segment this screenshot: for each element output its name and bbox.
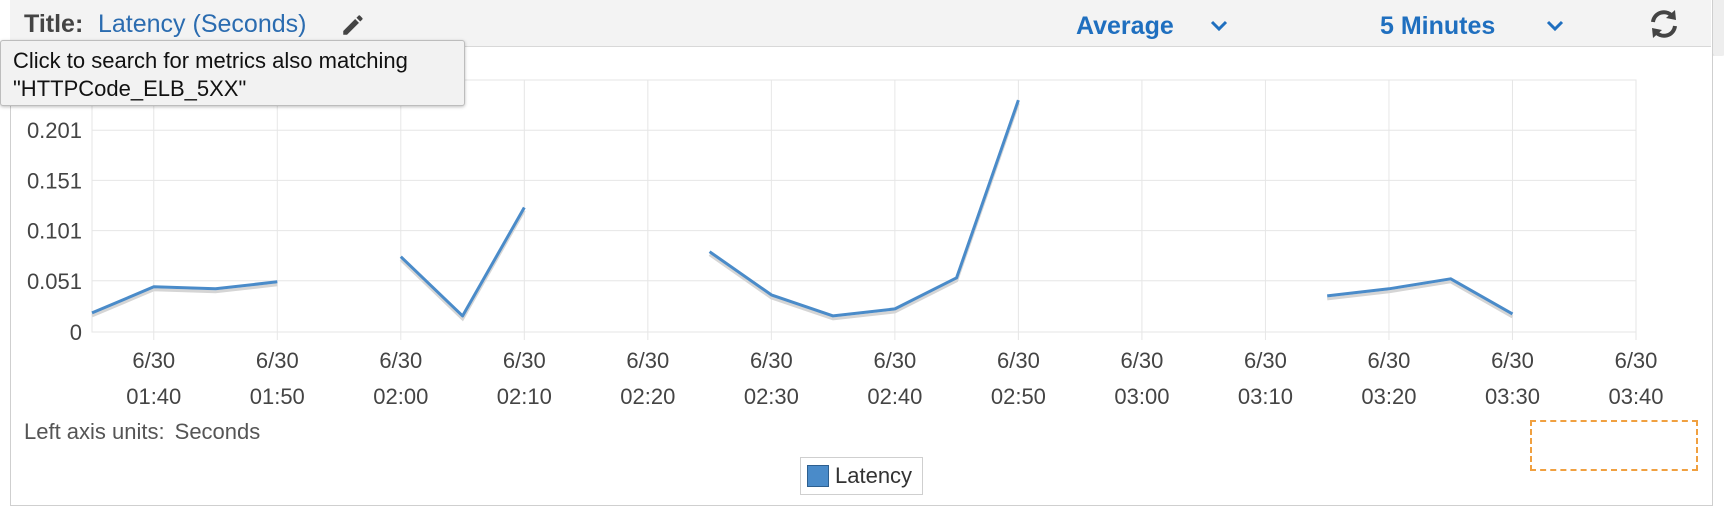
x-tick-time: 03:00	[1114, 384, 1169, 409]
tooltip-line2: "HTTPCode_ELB_5XX"	[13, 76, 247, 101]
title-value[interactable]: Latency (Seconds)	[98, 10, 307, 38]
series-line-shadow	[91, 283, 278, 318]
period-dropdown[interactable]: 5 Minutes	[1380, 12, 1564, 41]
zoom-selection-box[interactable]	[1530, 420, 1698, 471]
tooltip-line1: Click to search for metrics also matchin…	[13, 48, 408, 73]
legend-label: Latency	[835, 463, 913, 488]
series-line-latency	[399, 206, 526, 318]
chevron-down-icon	[1546, 20, 1564, 32]
x-tick-date: 6/30	[750, 348, 793, 373]
x-tick-time: 01:40	[126, 384, 181, 409]
legend-swatch	[807, 465, 829, 487]
statistic-dropdown[interactable]: Average	[1076, 12, 1228, 41]
x-tick-time: 03:20	[1361, 384, 1416, 409]
x-tick-date: 6/30	[626, 348, 669, 373]
title-label: Title:	[24, 10, 84, 38]
refresh-icon[interactable]	[1646, 6, 1682, 42]
x-tick-date: 6/30	[379, 348, 422, 373]
chart-legend[interactable]: Latency	[800, 457, 924, 495]
x-tick-date: 6/30	[1615, 348, 1658, 373]
x-tick-date: 6/30	[1491, 348, 1534, 373]
x-tick-time: 03:10	[1238, 384, 1293, 409]
period-value: 5 Minutes	[1380, 12, 1496, 40]
metric-search-tooltip: Click to search for metrics also matchin…	[0, 40, 465, 106]
x-tick-date: 6/30	[132, 348, 175, 373]
y-tick-label: 0.101	[27, 219, 82, 244]
x-tick-date: 6/30	[997, 348, 1040, 373]
x-tick-time: 01:50	[250, 384, 305, 409]
x-tick-time: 03:40	[1608, 384, 1663, 409]
x-tick-time: 02:10	[497, 384, 552, 409]
series-line-latency	[1327, 277, 1514, 316]
axis-units-label: Left axis units:	[24, 419, 165, 444]
axis-units-note: Left axis units: Seconds	[24, 419, 260, 445]
panel-header: Title: Latency (Seconds) Average 5 Minut…	[10, 0, 1711, 47]
x-tick-date: 6/30	[256, 348, 299, 373]
side-scroll-handle[interactable]	[1712, 0, 1724, 56]
x-tick-date: 6/30	[1121, 348, 1164, 373]
series-line-shadow	[708, 102, 1020, 321]
x-tick-time: 02:30	[744, 384, 799, 409]
plot-area	[91, 79, 1637, 333]
y-tick-label: 0.151	[27, 168, 82, 193]
x-tick-date: 6/30	[873, 348, 916, 373]
chevron-down-icon	[1210, 20, 1228, 32]
series-line-shadow	[1327, 280, 1514, 319]
x-tick-date: 6/30	[1368, 348, 1411, 373]
x-tick-date: 6/30	[503, 348, 546, 373]
y-tick-label: 0.051	[27, 269, 82, 294]
x-tick-time: 02:00	[373, 384, 428, 409]
series-line-latency	[91, 280, 278, 315]
y-tick-label: 0	[70, 320, 82, 345]
x-tick-time: 03:30	[1485, 384, 1540, 409]
x-tick-time: 02:40	[867, 384, 922, 409]
x-tick-date: 6/30	[1244, 348, 1287, 373]
axis-units-value: Seconds	[174, 419, 261, 444]
pencil-icon[interactable]	[340, 12, 366, 38]
statistic-value: Average	[1076, 12, 1174, 40]
series-line-shadow	[399, 209, 526, 322]
x-tick-time: 02:50	[991, 384, 1046, 409]
x-tick-time: 02:20	[620, 384, 675, 409]
y-tick-label: 0.201	[27, 118, 82, 143]
series-line-latency	[708, 99, 1020, 318]
